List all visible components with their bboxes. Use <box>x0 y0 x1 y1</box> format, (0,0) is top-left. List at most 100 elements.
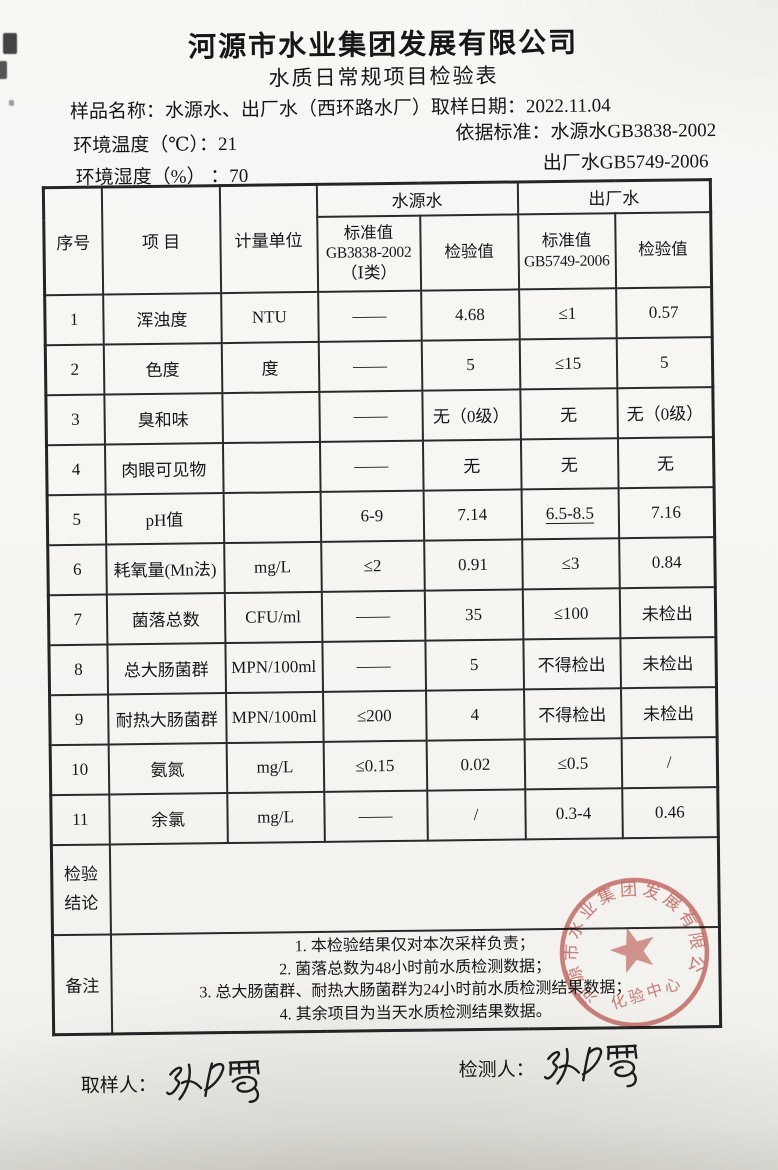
row-unit: mg/L <box>226 741 324 793</box>
sampler-signature <box>166 1060 260 1104</box>
row-index: 6 <box>47 544 107 595</box>
row-source-standard: —— <box>318 390 423 442</box>
sample-name-value: 水源水、出厂水（西环路水厂） <box>164 97 432 122</box>
row-outlet-value: 5 <box>616 336 713 388</box>
row-outlet-value: 未检出 <box>619 586 716 638</box>
row-item: 总大肠菌群 <box>106 642 226 695</box>
row-item: 耐热大肠菌群 <box>107 692 227 744</box>
row-outlet-value: 无（0级） <box>616 386 714 438</box>
row-item: 耗氧量(Mn法) <box>105 542 225 595</box>
row-source-value: 4.68 <box>420 288 520 341</box>
table-row: 9 耐热大肠菌群 MPN/100ml ≤200 4 不得检出 未检出 <box>49 686 718 745</box>
scan-artifact <box>0 61 7 79</box>
row-outlet-value: 未检出 <box>620 686 718 738</box>
seal-center-text: 化验中心 <box>609 973 685 1012</box>
env-temp-line: 环境温度（℃）：21 <box>73 129 237 158</box>
row-outlet-value: 未检出 <box>619 636 717 688</box>
row-unit: CFU/ml <box>224 591 322 643</box>
col-header-source-check: 检验值 <box>419 213 519 291</box>
group-header-source-water: 水源水 <box>316 181 518 217</box>
col-header-source-standard: 标准值 GB3838-2002 （Ⅰ类） <box>316 215 421 292</box>
row-unit: mg/L <box>223 541 322 593</box>
sampler-label: 取样人： <box>80 1074 157 1097</box>
row-index: 4 <box>46 444 106 495</box>
source-standard-line1: 标准值 <box>343 222 394 243</box>
row-source-standard: —— <box>323 790 428 842</box>
row-index: 10 <box>50 743 109 795</box>
seal-ring <box>559 877 710 1028</box>
row-outlet-standard: 6.5-8.5 <box>521 487 619 539</box>
env-temp-label: 环境温度（℃）： <box>73 134 219 157</box>
row-item: 臭和味 <box>103 392 223 445</box>
row-source-standard: 6-9 <box>320 490 424 542</box>
row-outlet-standard: ≤1 <box>518 287 617 339</box>
row-item: 余氯 <box>108 792 228 844</box>
row-item: pH值 <box>105 492 224 545</box>
outlet-standard-line1: 标准值 <box>541 230 592 251</box>
row-unit: NTU <box>220 291 319 343</box>
company-seal-stamp: 河源市水业集团发展有限公司 化验中心 <box>544 861 717 1028</box>
env-temp-value: 21 <box>217 133 238 156</box>
row-source-value: 5 <box>421 338 520 391</box>
row-index: 3 <box>45 394 105 445</box>
col-header-item: 项 目 <box>101 185 221 295</box>
row-source-value: 4 <box>425 688 525 741</box>
standard-line-source: 依据标准：水源水GB3838-2002 <box>455 115 716 145</box>
star-icon <box>609 927 654 974</box>
tester-signature-block: 检测人： <box>458 1038 659 1094</box>
row-source-standard: —— <box>321 590 425 642</box>
row-source-value: / <box>426 788 526 841</box>
row-source-value: 0.02 <box>426 738 525 791</box>
row-outlet-standard: ≤3 <box>521 537 620 589</box>
row-outlet-standard: 0.3-4 <box>524 787 623 839</box>
row-source-standard: —— <box>321 640 426 692</box>
tester-label: 检测人： <box>458 1059 535 1082</box>
row-outlet-standard: 无 <box>520 437 619 489</box>
sample-name-label: 样品名称： <box>69 100 166 123</box>
conclusion-label: 检验 结论 <box>51 843 111 935</box>
row-outlet-standard: 无 <box>519 387 618 439</box>
row-outlet-value: 0.46 <box>621 786 719 838</box>
row-source-standard: ≤200 <box>322 690 427 742</box>
row-item: 色度 <box>103 342 222 395</box>
row-source-standard: ≤2 <box>320 540 425 592</box>
row-source-standard: —— <box>318 340 422 392</box>
row-item: 浑浊度 <box>102 292 222 345</box>
row-source-standard: ≤0.15 <box>323 740 427 792</box>
table-row: 4 肉眼可见物 —— 无 无 无 <box>46 436 715 495</box>
row-outlet-standard: ≤15 <box>519 337 617 389</box>
row-source-value: 5 <box>424 638 524 691</box>
col-header-unit: 计量单位 <box>219 184 318 293</box>
scan-artifact <box>9 100 14 106</box>
row-unit <box>222 441 321 493</box>
row-outlet-standard: ≤100 <box>522 587 620 639</box>
standard-label: 依据标准： <box>455 122 551 145</box>
col-header-outlet-check: 检验值 <box>614 211 712 288</box>
row-index: 11 <box>50 793 110 845</box>
row-outlet-value: 0.57 <box>615 286 713 338</box>
row-item: 菌落总数 <box>106 592 225 645</box>
row-outlet-value: / <box>621 736 718 788</box>
sampler-signature-block: 取样人： <box>80 1053 281 1109</box>
tester-signature <box>543 1044 638 1088</box>
table-row: 5 pH值 6-9 7.14 6.5-8.5 7.16 <box>47 486 715 545</box>
col-header-outlet-standard: 标准值 GB5749-2006 <box>517 212 616 289</box>
row-outlet-value: 0.84 <box>618 536 716 588</box>
row-item: 氨氮 <box>108 742 227 794</box>
row-outlet-standard: 不得检出 <box>523 687 622 739</box>
row-unit: MPN/100ml <box>225 691 324 743</box>
table-row: 3 臭和味 —— 无（0级） 无 无（0级） <box>45 386 714 445</box>
table-row: 1 浑浊度 NTU —— 4.68 ≤1 0.57 <box>44 286 713 345</box>
source-standard-line2: GB3838-2002 <box>325 244 412 263</box>
table-row: 7 菌落总数 CFU/ml —— 35 ≤100 未检出 <box>48 586 716 645</box>
row-outlet-standard: ≤0.5 <box>524 737 622 789</box>
table-row: 6 耗氧量(Mn法) mg/L ≤2 0.91 ≤3 0.84 <box>47 536 716 595</box>
row-unit <box>223 491 321 543</box>
row-source-standard: —— <box>317 290 422 342</box>
table-row: 2 色度 度 —— 5 ≤15 5 <box>45 336 713 395</box>
standard-source-value: 水源水GB3838-2002 <box>550 120 717 144</box>
outlet-standard-line2: GB5749-2006 <box>523 251 610 271</box>
group-header-outlet-water: 出厂水 <box>517 179 711 214</box>
row-item: 肉眼可见物 <box>104 442 224 495</box>
